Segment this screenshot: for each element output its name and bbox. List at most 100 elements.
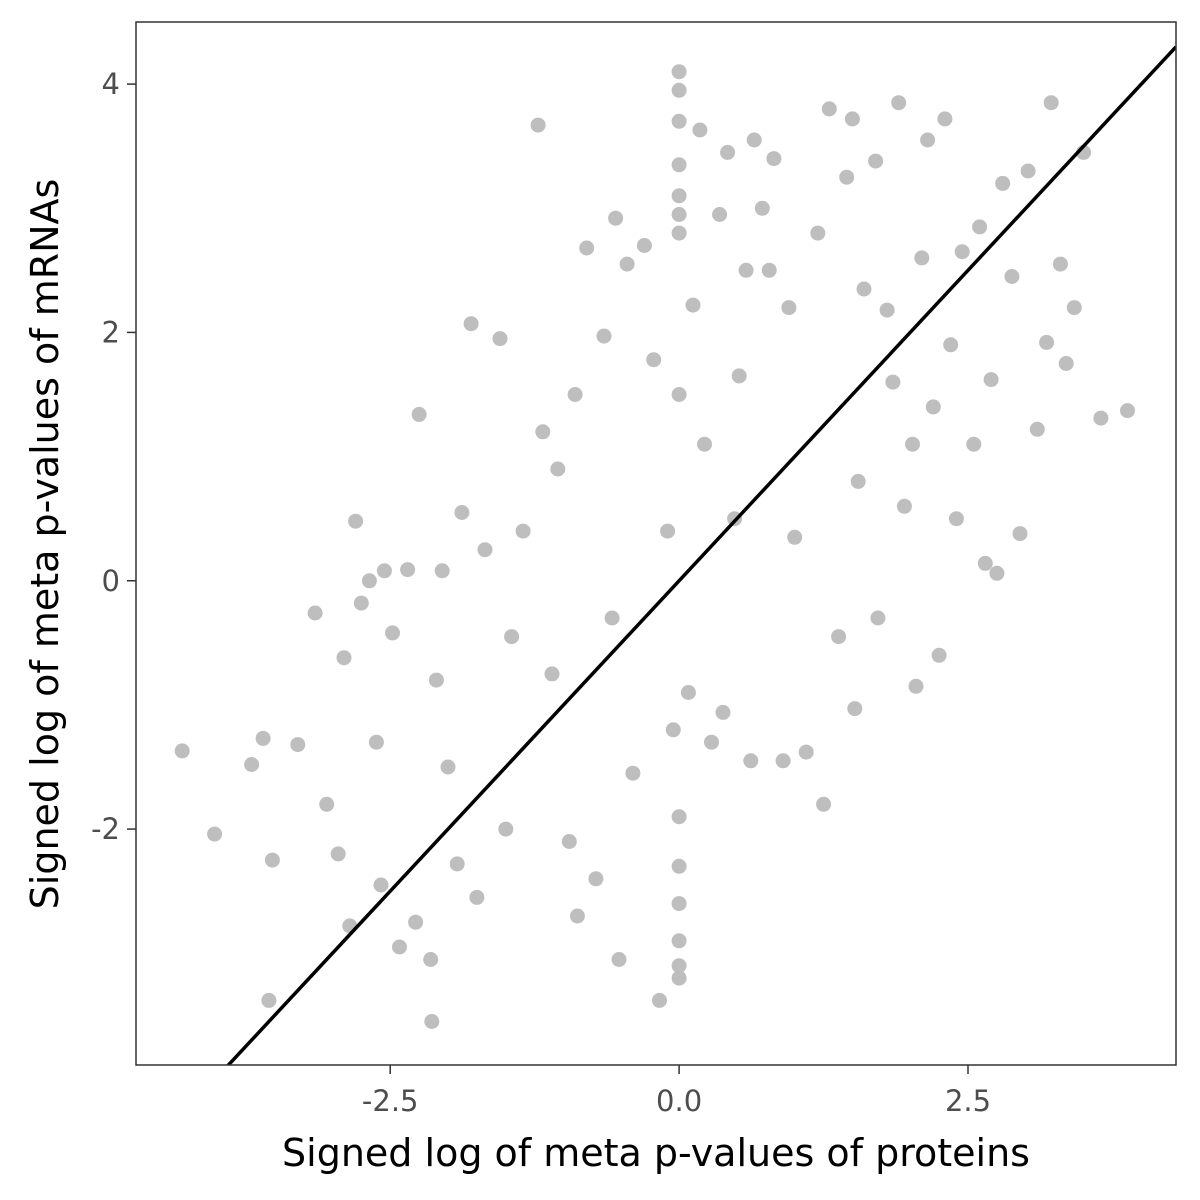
data-point — [671, 809, 687, 825]
y-axis-title: Signed log of meta p-values of mRNAs — [23, 179, 67, 910]
data-point — [671, 970, 687, 986]
data-point — [652, 992, 667, 1008]
data-point — [931, 647, 947, 663]
data-point — [423, 952, 439, 967]
data-point — [847, 701, 863, 717]
data-point — [798, 744, 814, 760]
data-point — [937, 111, 953, 127]
data-point — [1039, 334, 1055, 350]
data-point — [810, 225, 826, 241]
x-tick-label: 0.0 — [656, 1084, 702, 1118]
data-point — [385, 625, 400, 641]
data-point — [896, 498, 912, 514]
data-point — [561, 834, 577, 849]
data-point — [995, 175, 1011, 191]
data-point — [671, 958, 687, 974]
data-point — [671, 113, 687, 129]
data-point — [966, 436, 982, 452]
data-point — [856, 281, 872, 297]
data-point — [353, 595, 369, 611]
data-point — [850, 473, 866, 489]
data-point — [244, 757, 260, 772]
reference-line-layer — [226, 45, 1176, 1065]
data-point — [611, 952, 627, 967]
data-point — [646, 352, 662, 368]
data-point — [720, 144, 736, 160]
data-point — [954, 244, 970, 260]
data-point — [1043, 95, 1059, 111]
y-tick-label: -2 — [91, 812, 120, 846]
data-point — [1093, 410, 1109, 426]
data-point — [498, 821, 514, 837]
points-layer — [174, 64, 1135, 1029]
data-point — [336, 650, 352, 666]
data-point — [368, 734, 384, 750]
data-point — [625, 765, 641, 781]
data-point — [671, 225, 687, 241]
data-point — [731, 368, 747, 384]
data-point — [680, 685, 696, 700]
data-point — [1052, 256, 1068, 272]
data-point — [1066, 300, 1082, 316]
data-point — [515, 523, 531, 539]
data-point — [920, 132, 936, 148]
data-point — [831, 629, 847, 645]
data-point — [544, 666, 560, 682]
identity-line — [226, 45, 1176, 1065]
data-point — [319, 796, 335, 812]
data-point — [972, 219, 988, 235]
data-point — [550, 461, 566, 477]
data-point — [454, 505, 470, 520]
plot-panel-border — [135, 21, 1177, 1066]
y-tick-label: 2 — [102, 315, 120, 349]
data-point — [715, 704, 731, 720]
data-point — [989, 565, 1005, 581]
data-point — [885, 374, 901, 390]
data-point — [1029, 421, 1045, 437]
data-point — [588, 871, 604, 887]
data-point — [567, 387, 583, 402]
data-point — [761, 262, 777, 278]
data-point — [392, 939, 407, 955]
data-point — [746, 132, 762, 148]
y-axis: -2 0 2 4 — [91, 67, 136, 846]
data-point — [408, 914, 424, 930]
data-point — [440, 759, 456, 775]
data-point — [671, 896, 687, 912]
y-tick-label: 4 — [102, 67, 120, 101]
data-point — [775, 753, 791, 769]
data-point — [504, 629, 520, 645]
data-point — [816, 796, 832, 812]
data-point — [604, 610, 620, 626]
data-point — [844, 111, 860, 127]
data-point — [665, 722, 681, 738]
data-point — [671, 387, 687, 402]
data-point — [376, 563, 392, 579]
data-point — [1120, 403, 1135, 419]
data-point — [174, 743, 190, 759]
data-point — [264, 852, 280, 868]
data-point — [781, 300, 797, 316]
data-point — [905, 436, 920, 452]
data-point — [908, 678, 924, 694]
data-point — [685, 297, 701, 313]
data-point — [261, 992, 277, 1008]
data-point — [712, 207, 728, 222]
data-point — [477, 542, 493, 558]
x-axis-title: Signed log of meta p-values of proteins — [282, 1131, 1030, 1175]
data-point — [579, 240, 595, 256]
data-point — [255, 730, 271, 746]
data-point — [754, 200, 770, 216]
data-point — [307, 605, 323, 621]
data-point — [671, 64, 687, 80]
data-point — [1004, 269, 1020, 284]
data-point — [914, 250, 930, 266]
data-point — [692, 122, 708, 138]
data-point — [424, 1014, 440, 1029]
x-tick-label: 2.5 — [945, 1084, 991, 1118]
data-point — [373, 877, 389, 893]
data-point — [492, 331, 508, 347]
data-point — [671, 933, 687, 949]
